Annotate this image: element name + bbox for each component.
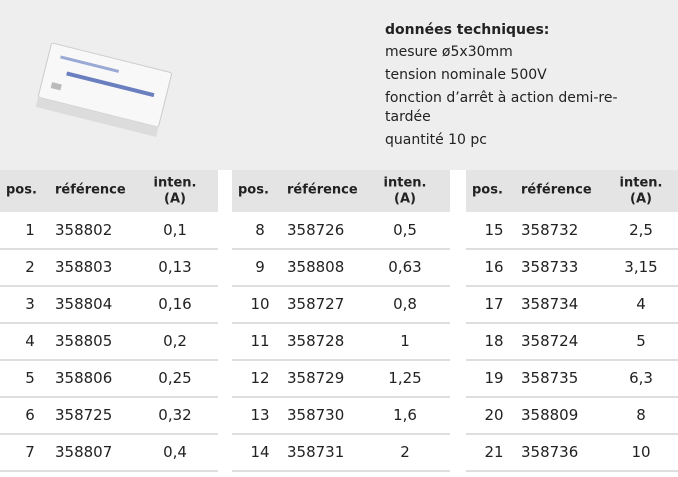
header-cell: pos. bbox=[6, 183, 37, 198]
reference-cell: 358807 bbox=[55, 443, 112, 461]
header-cell: référence bbox=[521, 183, 592, 198]
reference-cell: 358729 bbox=[287, 369, 344, 387]
reference-cell: 358735 bbox=[521, 369, 578, 387]
spec-line: mesure ø5x30mm bbox=[385, 44, 513, 60]
intensity-cell: 0,8 bbox=[393, 295, 417, 313]
spec-line: quantité 10 pc bbox=[385, 132, 487, 148]
pos-cell: 8 bbox=[255, 221, 265, 239]
intensity-cell: 0,5 bbox=[393, 221, 417, 239]
header-cell: référence bbox=[287, 183, 358, 198]
pos-cell: 18 bbox=[484, 332, 503, 350]
reference-cell: 358726 bbox=[287, 221, 344, 239]
header-cell: (A) bbox=[630, 192, 652, 207]
pos-cell: 7 bbox=[25, 443, 35, 461]
specs-title: données techniques: bbox=[385, 22, 549, 38]
page: données techniques: mesure ø5x30mm tensio… bbox=[0, 0, 678, 477]
reference-cell: 358805 bbox=[55, 332, 112, 350]
pos-cell: 10 bbox=[250, 295, 269, 313]
intensity-cell: 0,32 bbox=[158, 406, 191, 424]
header-cell: inten. bbox=[154, 176, 197, 191]
reference-cell: 358732 bbox=[521, 221, 578, 239]
pos-cell: 9 bbox=[255, 258, 265, 276]
reference-cell: 358804 bbox=[55, 295, 112, 313]
intensity-cell: 0,25 bbox=[158, 369, 191, 387]
header-cell: inten. bbox=[620, 176, 663, 191]
intensity-cell: 2,5 bbox=[629, 221, 653, 239]
spec-line: fonction d’arrêt à action demi-re- bbox=[385, 90, 618, 106]
pos-cell: 13 bbox=[250, 406, 269, 424]
reference-cell: 358727 bbox=[287, 295, 344, 313]
reference-cell: 358725 bbox=[55, 406, 112, 424]
reference-cell: 358730 bbox=[287, 406, 344, 424]
pos-cell: 11 bbox=[250, 332, 269, 350]
intensity-cell: 1,25 bbox=[388, 369, 421, 387]
pos-cell: 12 bbox=[250, 369, 269, 387]
reference-cell: 358724 bbox=[521, 332, 578, 350]
spec-line: tension nominale 500V bbox=[385, 67, 547, 83]
spec-line: tardée bbox=[385, 109, 431, 125]
intensity-cell: 0,4 bbox=[163, 443, 187, 461]
intensity-cell: 10 bbox=[631, 443, 650, 461]
reference-cell: 358736 bbox=[521, 443, 578, 461]
reference-cell: 358808 bbox=[287, 258, 344, 276]
pos-cell: 2 bbox=[25, 258, 35, 276]
pos-cell: 1 bbox=[25, 221, 35, 239]
intensity-cell: 0,1 bbox=[163, 221, 187, 239]
reference-cell: 358806 bbox=[55, 369, 112, 387]
reference-cell: 358734 bbox=[521, 295, 578, 313]
intensity-cell: 8 bbox=[636, 406, 646, 424]
pos-cell: 17 bbox=[484, 295, 503, 313]
intensity-cell: 1,6 bbox=[393, 406, 417, 424]
reference-cell: 358802 bbox=[55, 221, 112, 239]
intensity-cell: 4 bbox=[636, 295, 646, 313]
reference-cell: 358731 bbox=[287, 443, 344, 461]
intensity-cell: 2 bbox=[400, 443, 410, 461]
header-cell: (A) bbox=[164, 192, 186, 207]
pos-cell: 15 bbox=[484, 221, 503, 239]
intensity-cell: 5 bbox=[636, 332, 646, 350]
header-cell: (A) bbox=[394, 192, 416, 207]
pos-cell: 5 bbox=[25, 369, 35, 387]
header-cell: référence bbox=[55, 183, 126, 198]
intensity-cell: 0,2 bbox=[163, 332, 187, 350]
header-cell: pos. bbox=[472, 183, 503, 198]
intensity-cell: 0,63 bbox=[388, 258, 421, 276]
pos-cell: 19 bbox=[484, 369, 503, 387]
pos-cell: 3 bbox=[25, 295, 35, 313]
reference-cell: 358733 bbox=[521, 258, 578, 276]
pos-cell: 6 bbox=[25, 406, 35, 424]
pos-cell: 20 bbox=[484, 406, 503, 424]
pos-cell: 4 bbox=[25, 332, 35, 350]
header-cell: pos. bbox=[238, 183, 269, 198]
intensity-cell: 1 bbox=[400, 332, 410, 350]
reference-cell: 358809 bbox=[521, 406, 578, 424]
header-cell: inten. bbox=[384, 176, 427, 191]
intensity-cell: 6,3 bbox=[629, 369, 653, 387]
pos-cell: 16 bbox=[484, 258, 503, 276]
intensity-cell: 0,13 bbox=[158, 258, 191, 276]
pos-cell: 21 bbox=[484, 443, 503, 461]
reference-cell: 358803 bbox=[55, 258, 112, 276]
reference-cell: 358728 bbox=[287, 332, 344, 350]
intensity-cell: 3,15 bbox=[624, 258, 657, 276]
intensity-cell: 0,16 bbox=[158, 295, 191, 313]
pos-cell: 14 bbox=[250, 443, 269, 461]
